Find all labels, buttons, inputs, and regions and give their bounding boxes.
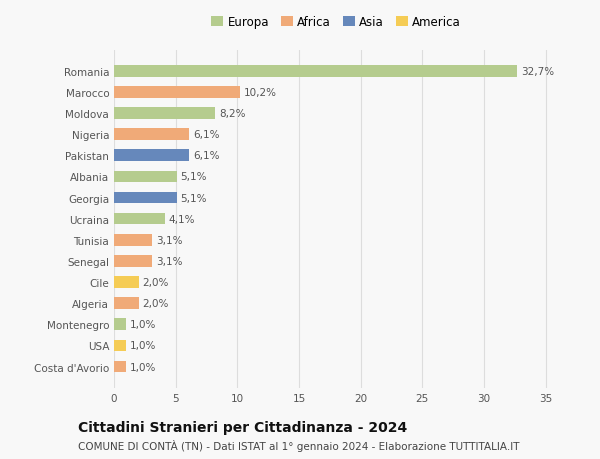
Text: COMUNE DI CONTÀ (TN) - Dati ISTAT al 1° gennaio 2024 - Elaborazione TUTTITALIA.I: COMUNE DI CONTÀ (TN) - Dati ISTAT al 1° …	[78, 439, 520, 451]
Bar	[114, 129, 189, 140]
Bar	[114, 171, 177, 183]
Text: 3,1%: 3,1%	[156, 235, 182, 245]
Text: 10,2%: 10,2%	[244, 88, 277, 98]
Text: 1,0%: 1,0%	[130, 362, 157, 372]
Text: 6,1%: 6,1%	[193, 130, 220, 140]
Bar	[114, 87, 240, 99]
Text: 5,1%: 5,1%	[181, 172, 207, 182]
Text: 6,1%: 6,1%	[193, 151, 220, 161]
Text: 3,1%: 3,1%	[156, 256, 182, 266]
Text: 1,0%: 1,0%	[130, 319, 157, 330]
Bar	[114, 277, 139, 288]
Bar	[114, 66, 517, 78]
Bar	[114, 150, 189, 162]
Bar	[114, 256, 152, 267]
Legend: Europa, Africa, Asia, America: Europa, Africa, Asia, America	[211, 16, 461, 29]
Text: 5,1%: 5,1%	[181, 193, 207, 203]
Text: 8,2%: 8,2%	[219, 109, 245, 119]
Bar	[114, 213, 164, 225]
Bar	[114, 361, 127, 373]
Text: 4,1%: 4,1%	[168, 214, 195, 224]
Bar	[114, 319, 127, 330]
Bar	[114, 235, 152, 246]
Text: 32,7%: 32,7%	[521, 67, 554, 77]
Text: Cittadini Stranieri per Cittadinanza - 2024: Cittadini Stranieri per Cittadinanza - 2…	[78, 420, 407, 434]
Text: 2,0%: 2,0%	[142, 277, 169, 287]
Bar	[114, 192, 177, 204]
Text: 1,0%: 1,0%	[130, 341, 157, 351]
Bar	[114, 298, 139, 309]
Bar	[114, 340, 127, 352]
Bar	[114, 108, 215, 120]
Text: 2,0%: 2,0%	[142, 298, 169, 308]
